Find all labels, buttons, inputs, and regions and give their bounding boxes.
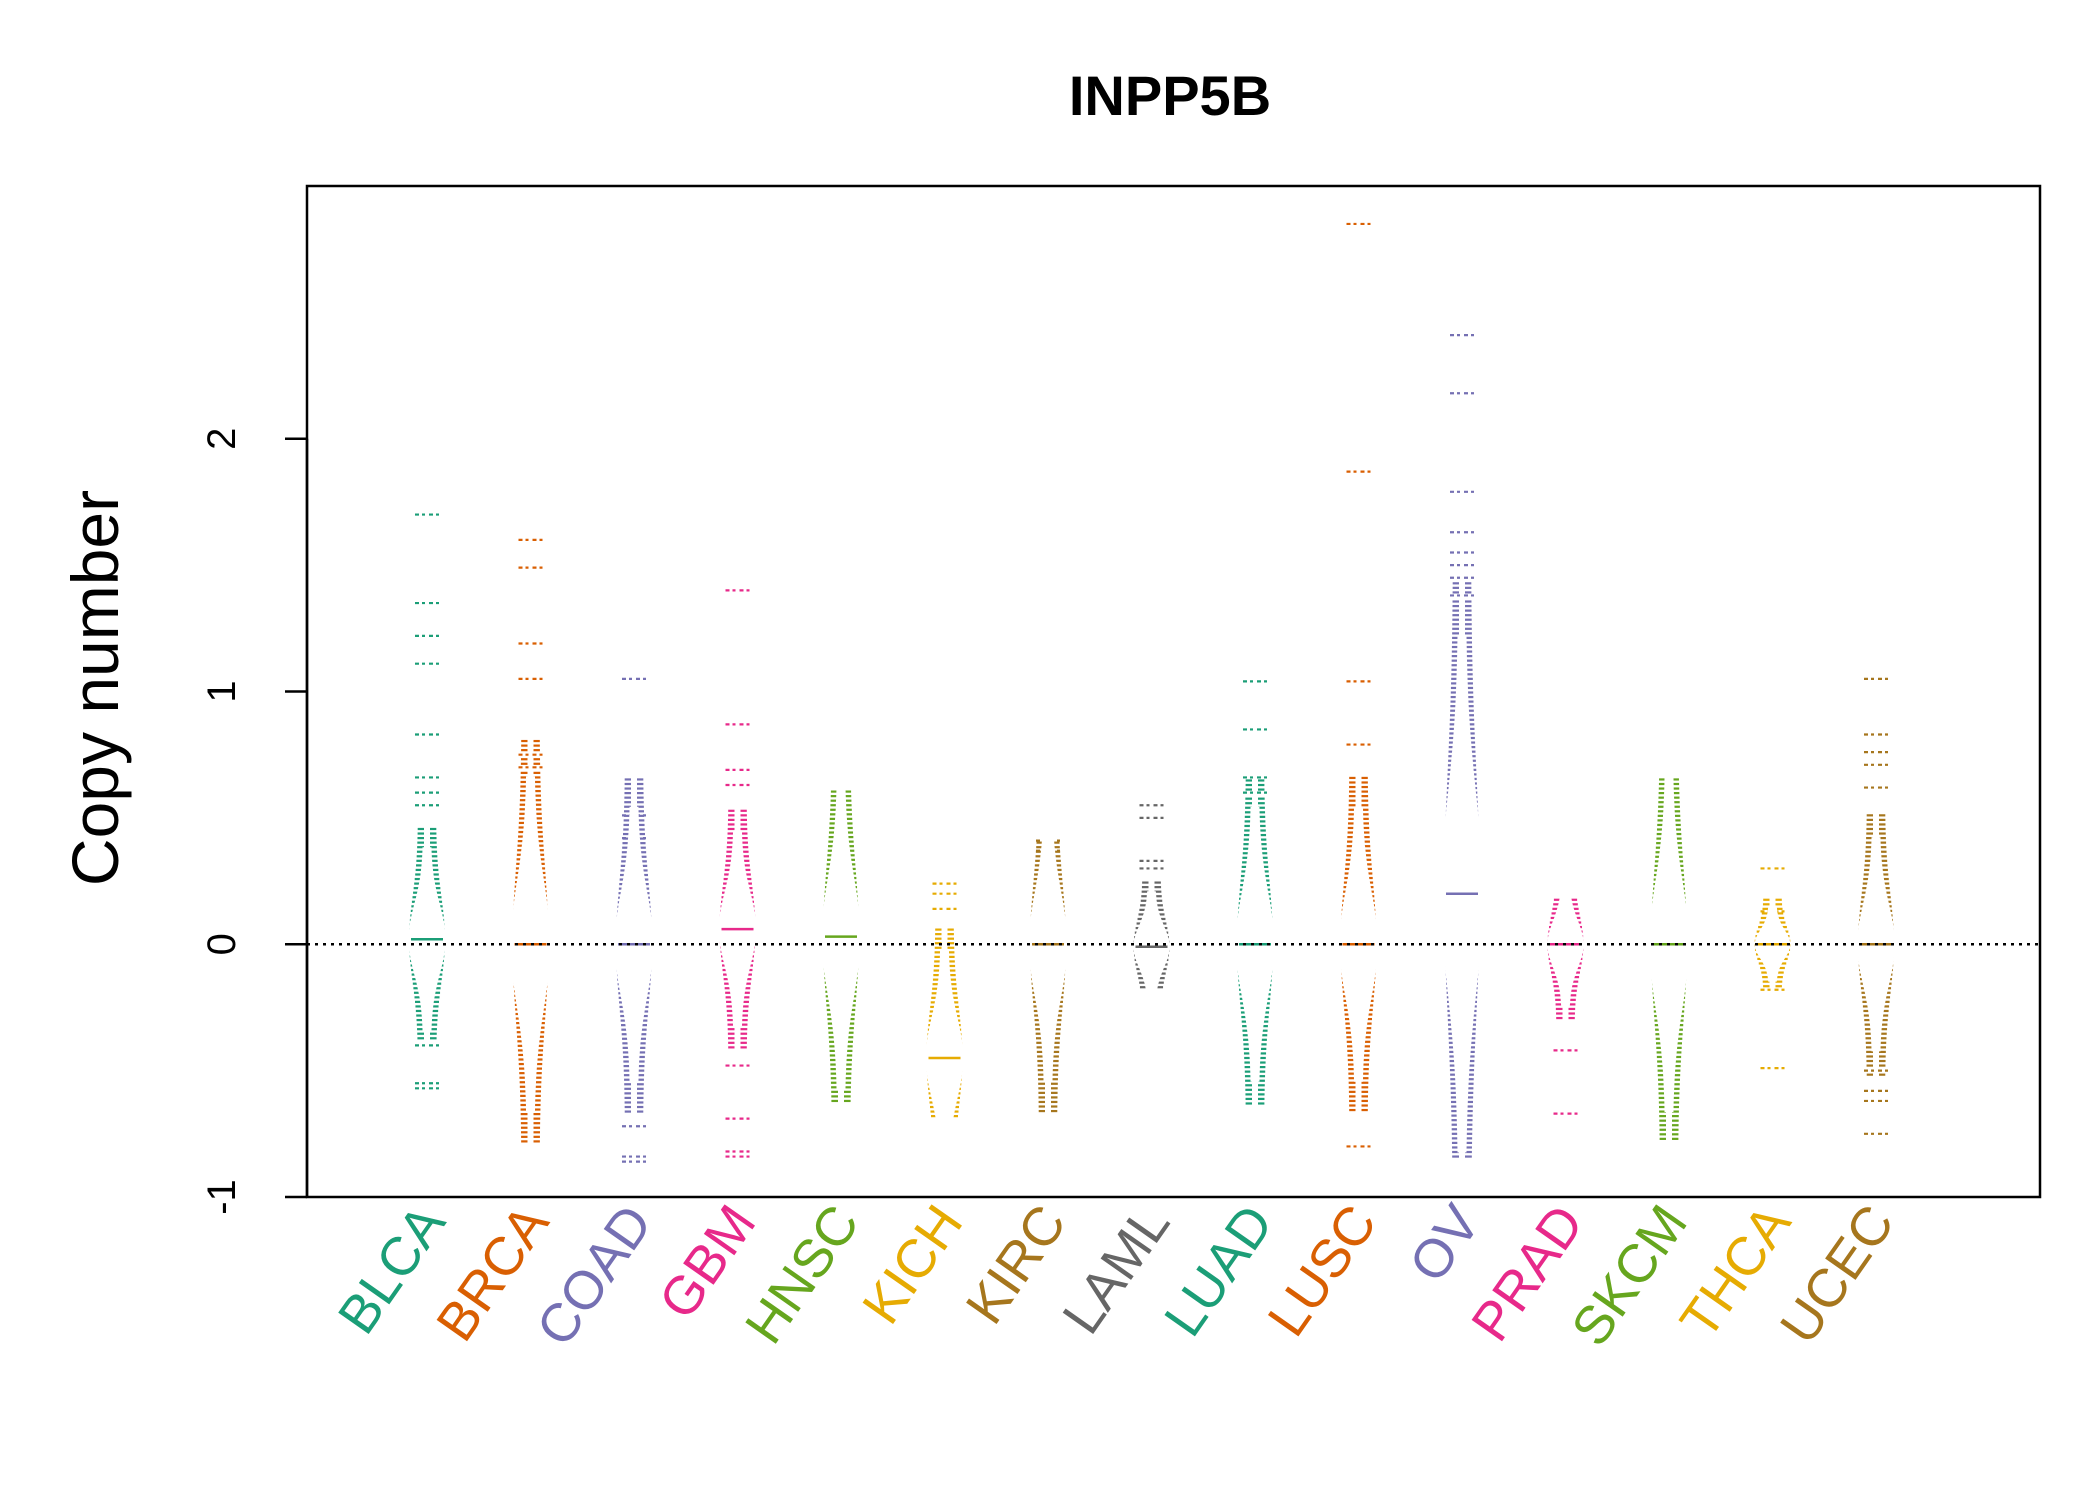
bean-hnsc [821, 784, 861, 1103]
bean-laml [1133, 804, 1170, 1003]
bean-blca [408, 513, 446, 1090]
bean-brca [510, 538, 551, 1143]
y-axis-label: Copy number [58, 490, 132, 886]
bean-gbm [718, 589, 757, 1158]
y-tick-label: -1 [200, 1179, 244, 1215]
bean-thca [1754, 867, 1791, 1070]
bean-kich [925, 882, 964, 1166]
y-tick-label: 2 [200, 428, 244, 450]
bean-luad [1235, 680, 1275, 1105]
bean-lusc [1339, 222, 1378, 1148]
bean-coad [614, 677, 654, 1163]
chart-title: INPP5B [1069, 64, 1271, 127]
y-tick-label: 0 [200, 933, 244, 955]
y-axis: -1 0 1 2 [200, 428, 309, 1215]
bean-ov [1441, 334, 1483, 1158]
y-tick-label: 1 [200, 680, 244, 702]
bean-kirc [1028, 806, 1068, 1113]
